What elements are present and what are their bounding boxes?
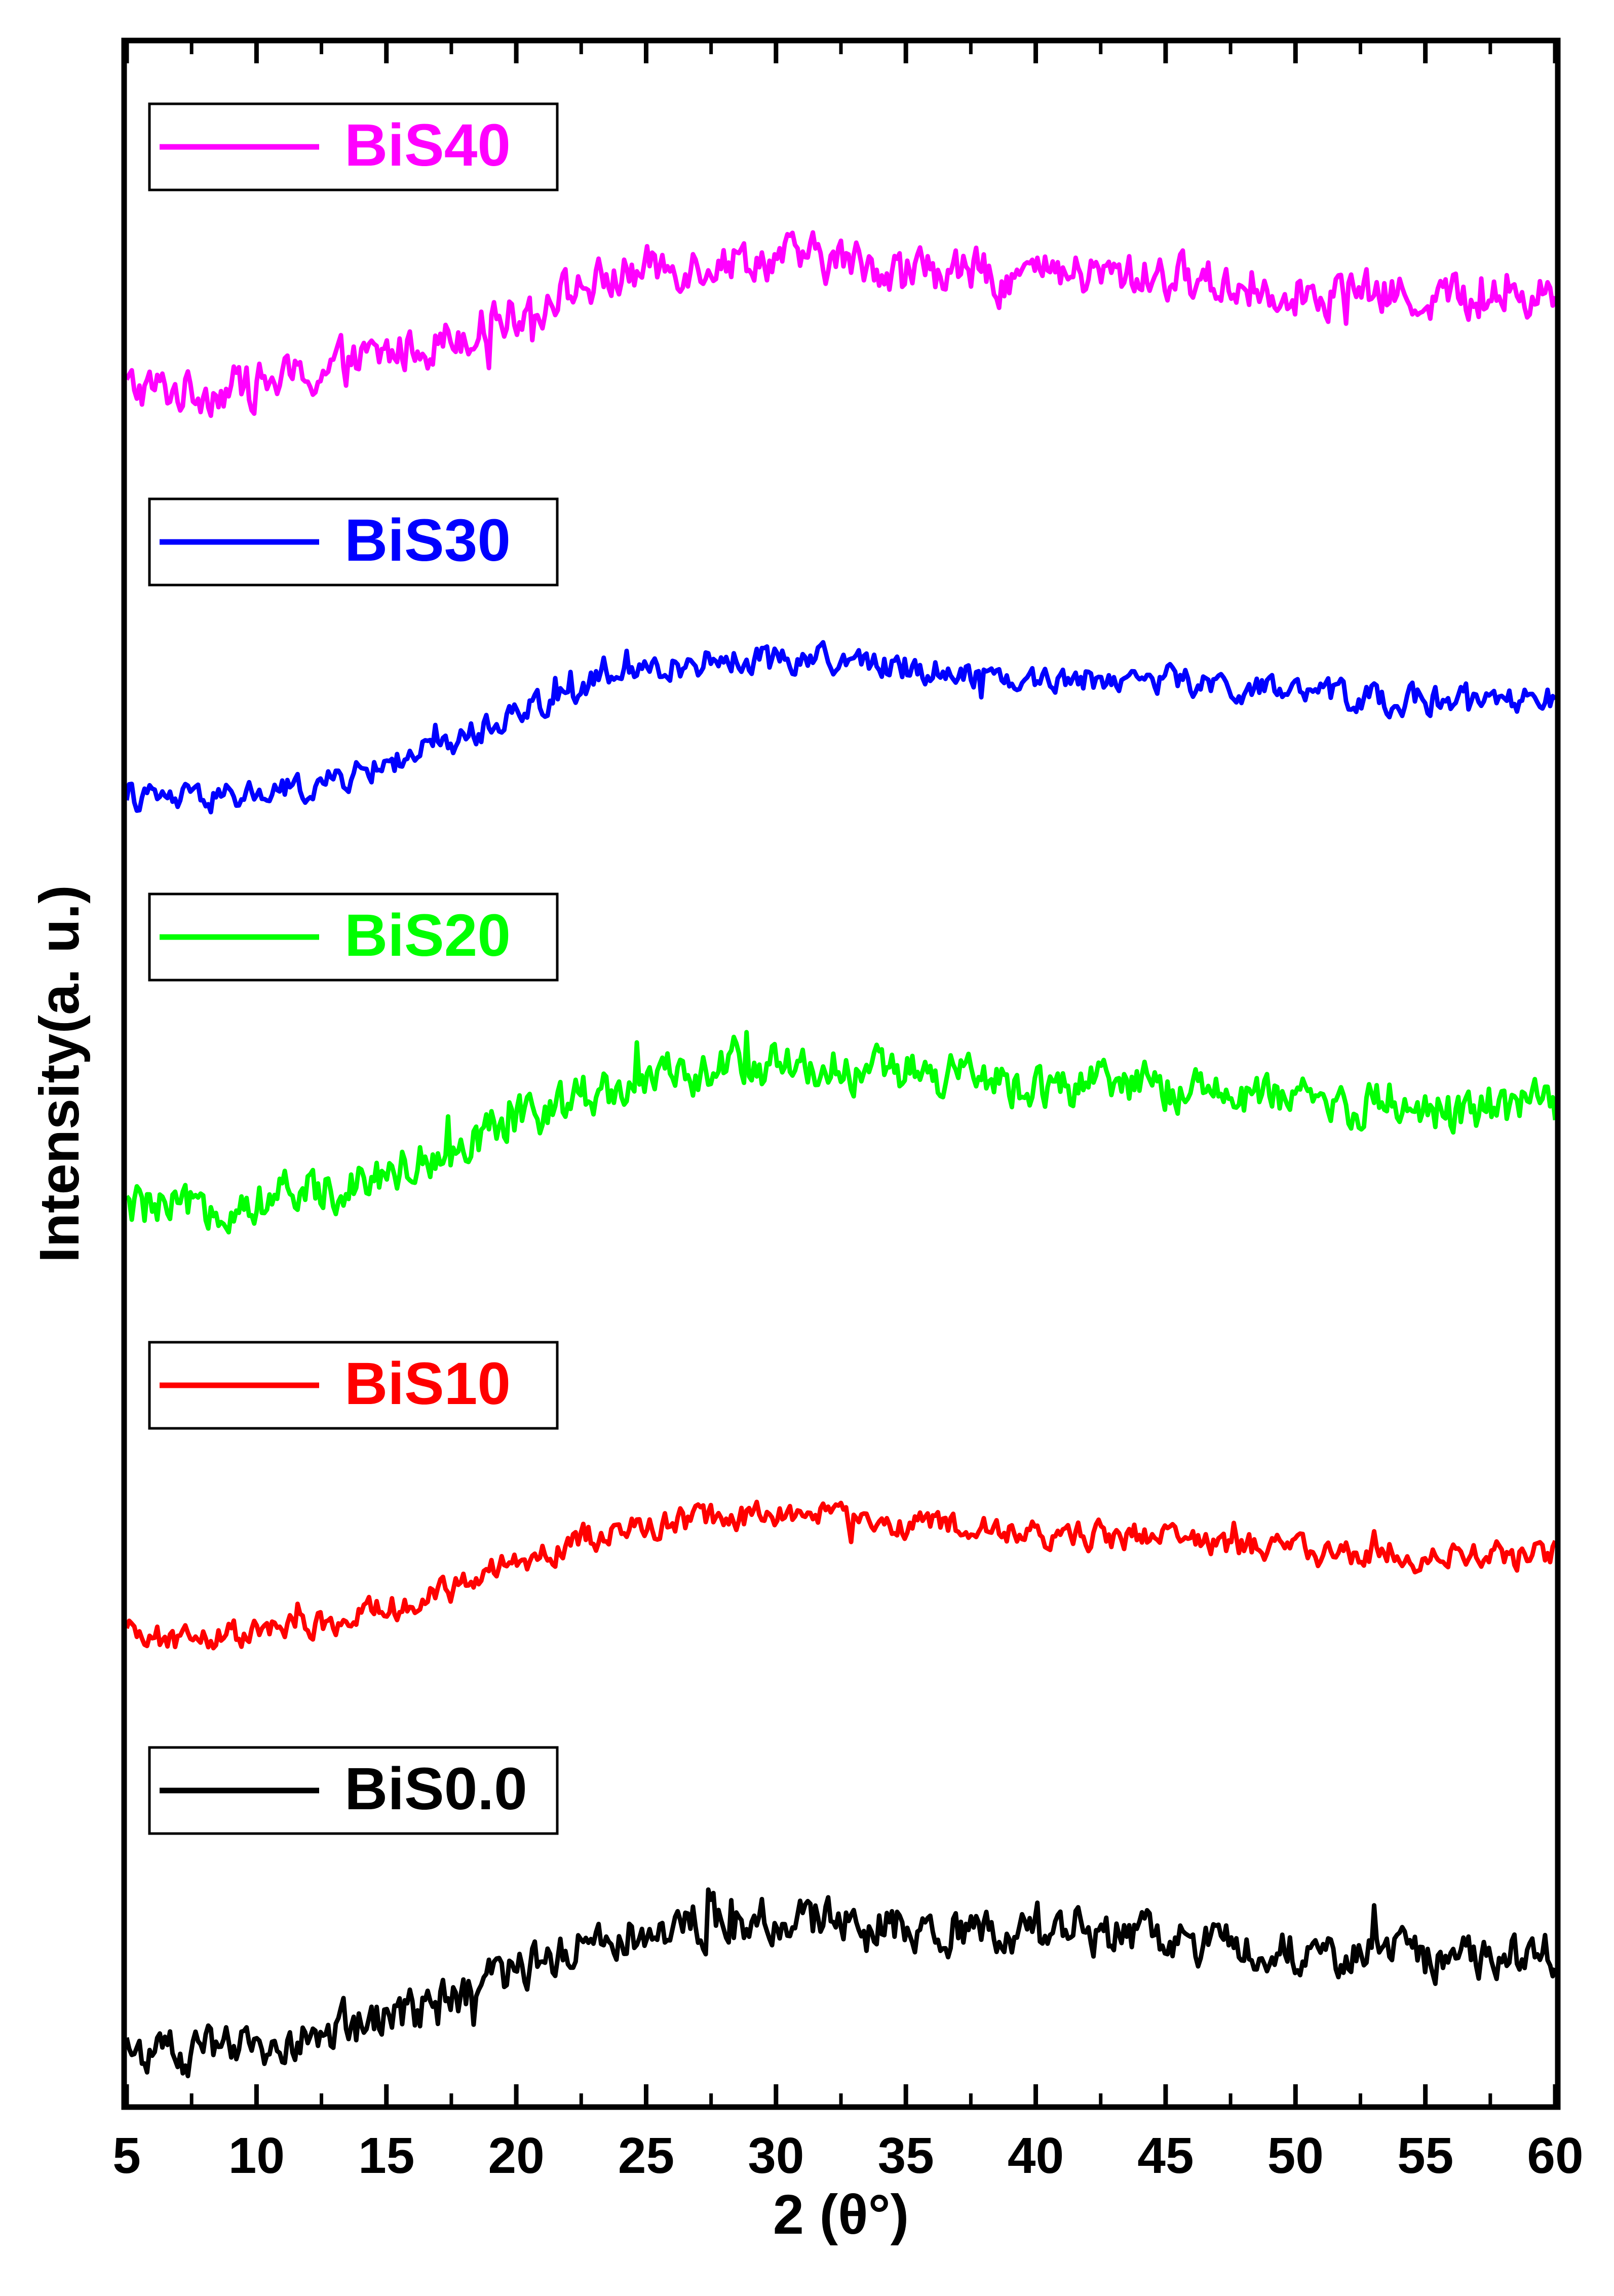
legend-entry-bis0-0: BiS0.0 xyxy=(148,1746,559,1835)
legend-label: BiS0.0 xyxy=(344,1756,527,1822)
x-tick-label: 30 xyxy=(748,2127,804,2184)
x-tick-label: 55 xyxy=(1397,2127,1453,2184)
x-tick-label: 60 xyxy=(1527,2127,1583,2184)
legend-label: BiS40 xyxy=(344,112,511,179)
x-tick-label: 5 xyxy=(112,2127,141,2184)
x-tick-label: 40 xyxy=(1008,2127,1064,2184)
legend-entry-bis30: BiS30 xyxy=(148,497,559,587)
series-line-bis20 xyxy=(125,1030,1558,1235)
legend-label: BiS10 xyxy=(344,1350,511,1417)
x-tick-label: 10 xyxy=(228,2127,285,2184)
plot-frame xyxy=(121,37,1561,2110)
legend-entry-bis20: BiS20 xyxy=(148,892,559,982)
x-tick-label: 25 xyxy=(618,2127,674,2184)
legend-layer: BiS40 BiS30 BiS20 BiS10 BiS0.0 xyxy=(148,102,559,1835)
legend-label: BiS30 xyxy=(344,507,511,574)
series-line-bis10 xyxy=(124,1499,1558,1651)
x-tick-label: 35 xyxy=(878,2127,934,2184)
series-line-bis30 xyxy=(124,640,1557,814)
series-line-bis0-0 xyxy=(124,1887,1558,2079)
ticks-layer: 5 10 15 20 25 30 35 40 45 50 55 60 xyxy=(112,43,1584,2184)
x-tick-label: 50 xyxy=(1267,2127,1324,2184)
series-line-bis40 xyxy=(124,230,1558,418)
legend-label: BiS20 xyxy=(344,902,511,969)
legend-entry-bis40: BiS40 xyxy=(148,102,559,191)
x-tick-label: 15 xyxy=(358,2127,414,2184)
x-tick-label: 45 xyxy=(1137,2127,1194,2184)
x-tick-label: 20 xyxy=(488,2127,544,2184)
y-axis-label: Intensity(a. u.) xyxy=(28,885,91,1263)
legend-entry-bis10: BiS10 xyxy=(148,1341,559,1430)
x-axis-label: 2 (θ°) xyxy=(773,2184,909,2246)
series-layer xyxy=(124,230,1558,2079)
